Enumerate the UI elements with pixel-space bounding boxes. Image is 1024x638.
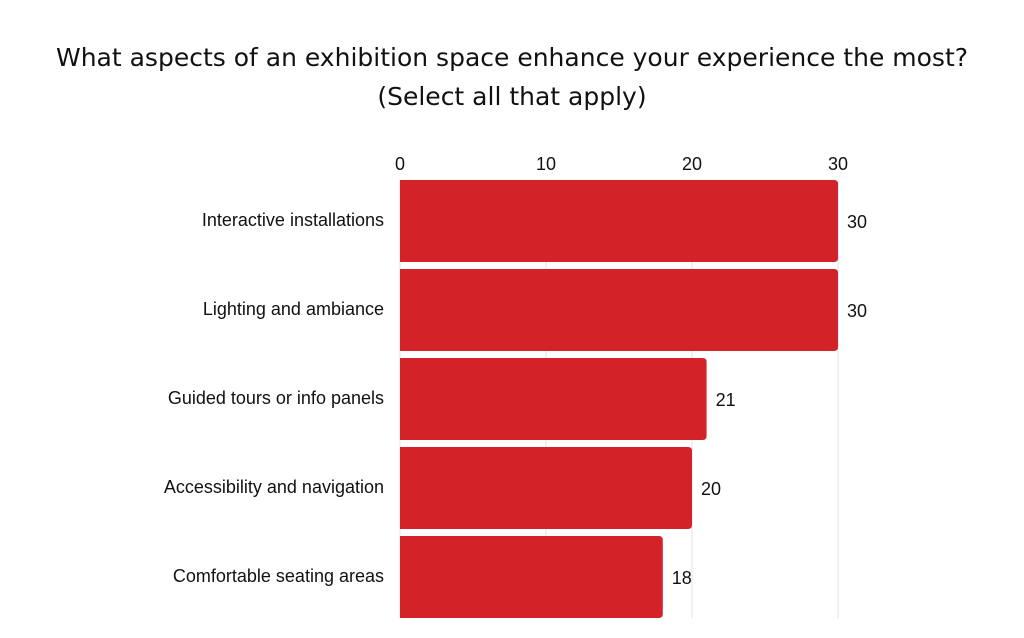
category-label: Accessibility and navigation	[164, 477, 384, 497]
data-label: 20	[701, 479, 721, 499]
chart-title: What aspects of an exhibition space enha…	[55, 43, 969, 111]
data-label: 30	[847, 301, 867, 321]
data-label: 30	[847, 212, 867, 232]
x-tick-label: 20	[682, 154, 702, 174]
bar-4	[400, 447, 692, 529]
x-tick-label: 0	[395, 154, 405, 174]
category-label: Lighting and ambiance	[203, 299, 384, 319]
category-label: Guided tours or info panels	[168, 388, 384, 408]
category-label: Comfortable seating areas	[173, 566, 384, 586]
bar-1	[400, 180, 838, 262]
category-label: Interactive installations	[202, 210, 384, 230]
x-tick-label: 10	[536, 154, 556, 174]
data-label: 21	[716, 390, 736, 410]
bar-3	[400, 358, 707, 440]
bar-5	[400, 536, 663, 618]
bar-2	[400, 269, 838, 351]
x-tick-label: 30	[828, 154, 848, 174]
data-label: 18	[672, 568, 692, 588]
